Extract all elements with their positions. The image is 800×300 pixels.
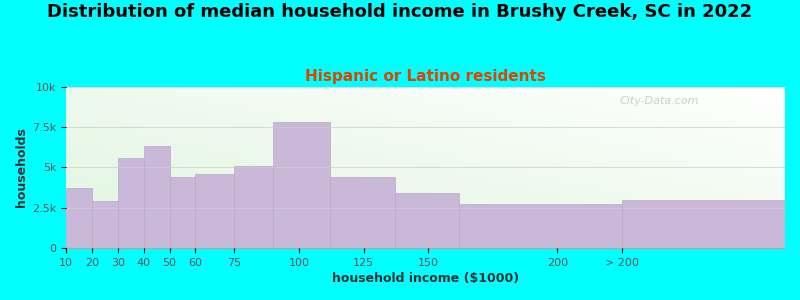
X-axis label: household income ($1000): household income ($1000) bbox=[332, 272, 519, 285]
Bar bbox=[144, 146, 170, 248]
Bar bbox=[273, 122, 330, 248]
Text: Distribution of median household income in Brushy Creek, SC in 2022: Distribution of median household income … bbox=[47, 3, 753, 21]
Title: Hispanic or Latino residents: Hispanic or Latino residents bbox=[305, 69, 546, 84]
Bar bbox=[234, 166, 273, 248]
Bar bbox=[330, 177, 394, 248]
Bar bbox=[195, 174, 234, 248]
Bar bbox=[118, 158, 144, 248]
Bar bbox=[459, 205, 622, 248]
Bar bbox=[622, 200, 785, 248]
Y-axis label: households: households bbox=[15, 128, 28, 207]
Bar bbox=[170, 177, 195, 248]
Text: City-Data.com: City-Data.com bbox=[620, 96, 699, 106]
Bar bbox=[92, 201, 118, 248]
Bar bbox=[66, 188, 92, 248]
Bar bbox=[394, 193, 459, 248]
